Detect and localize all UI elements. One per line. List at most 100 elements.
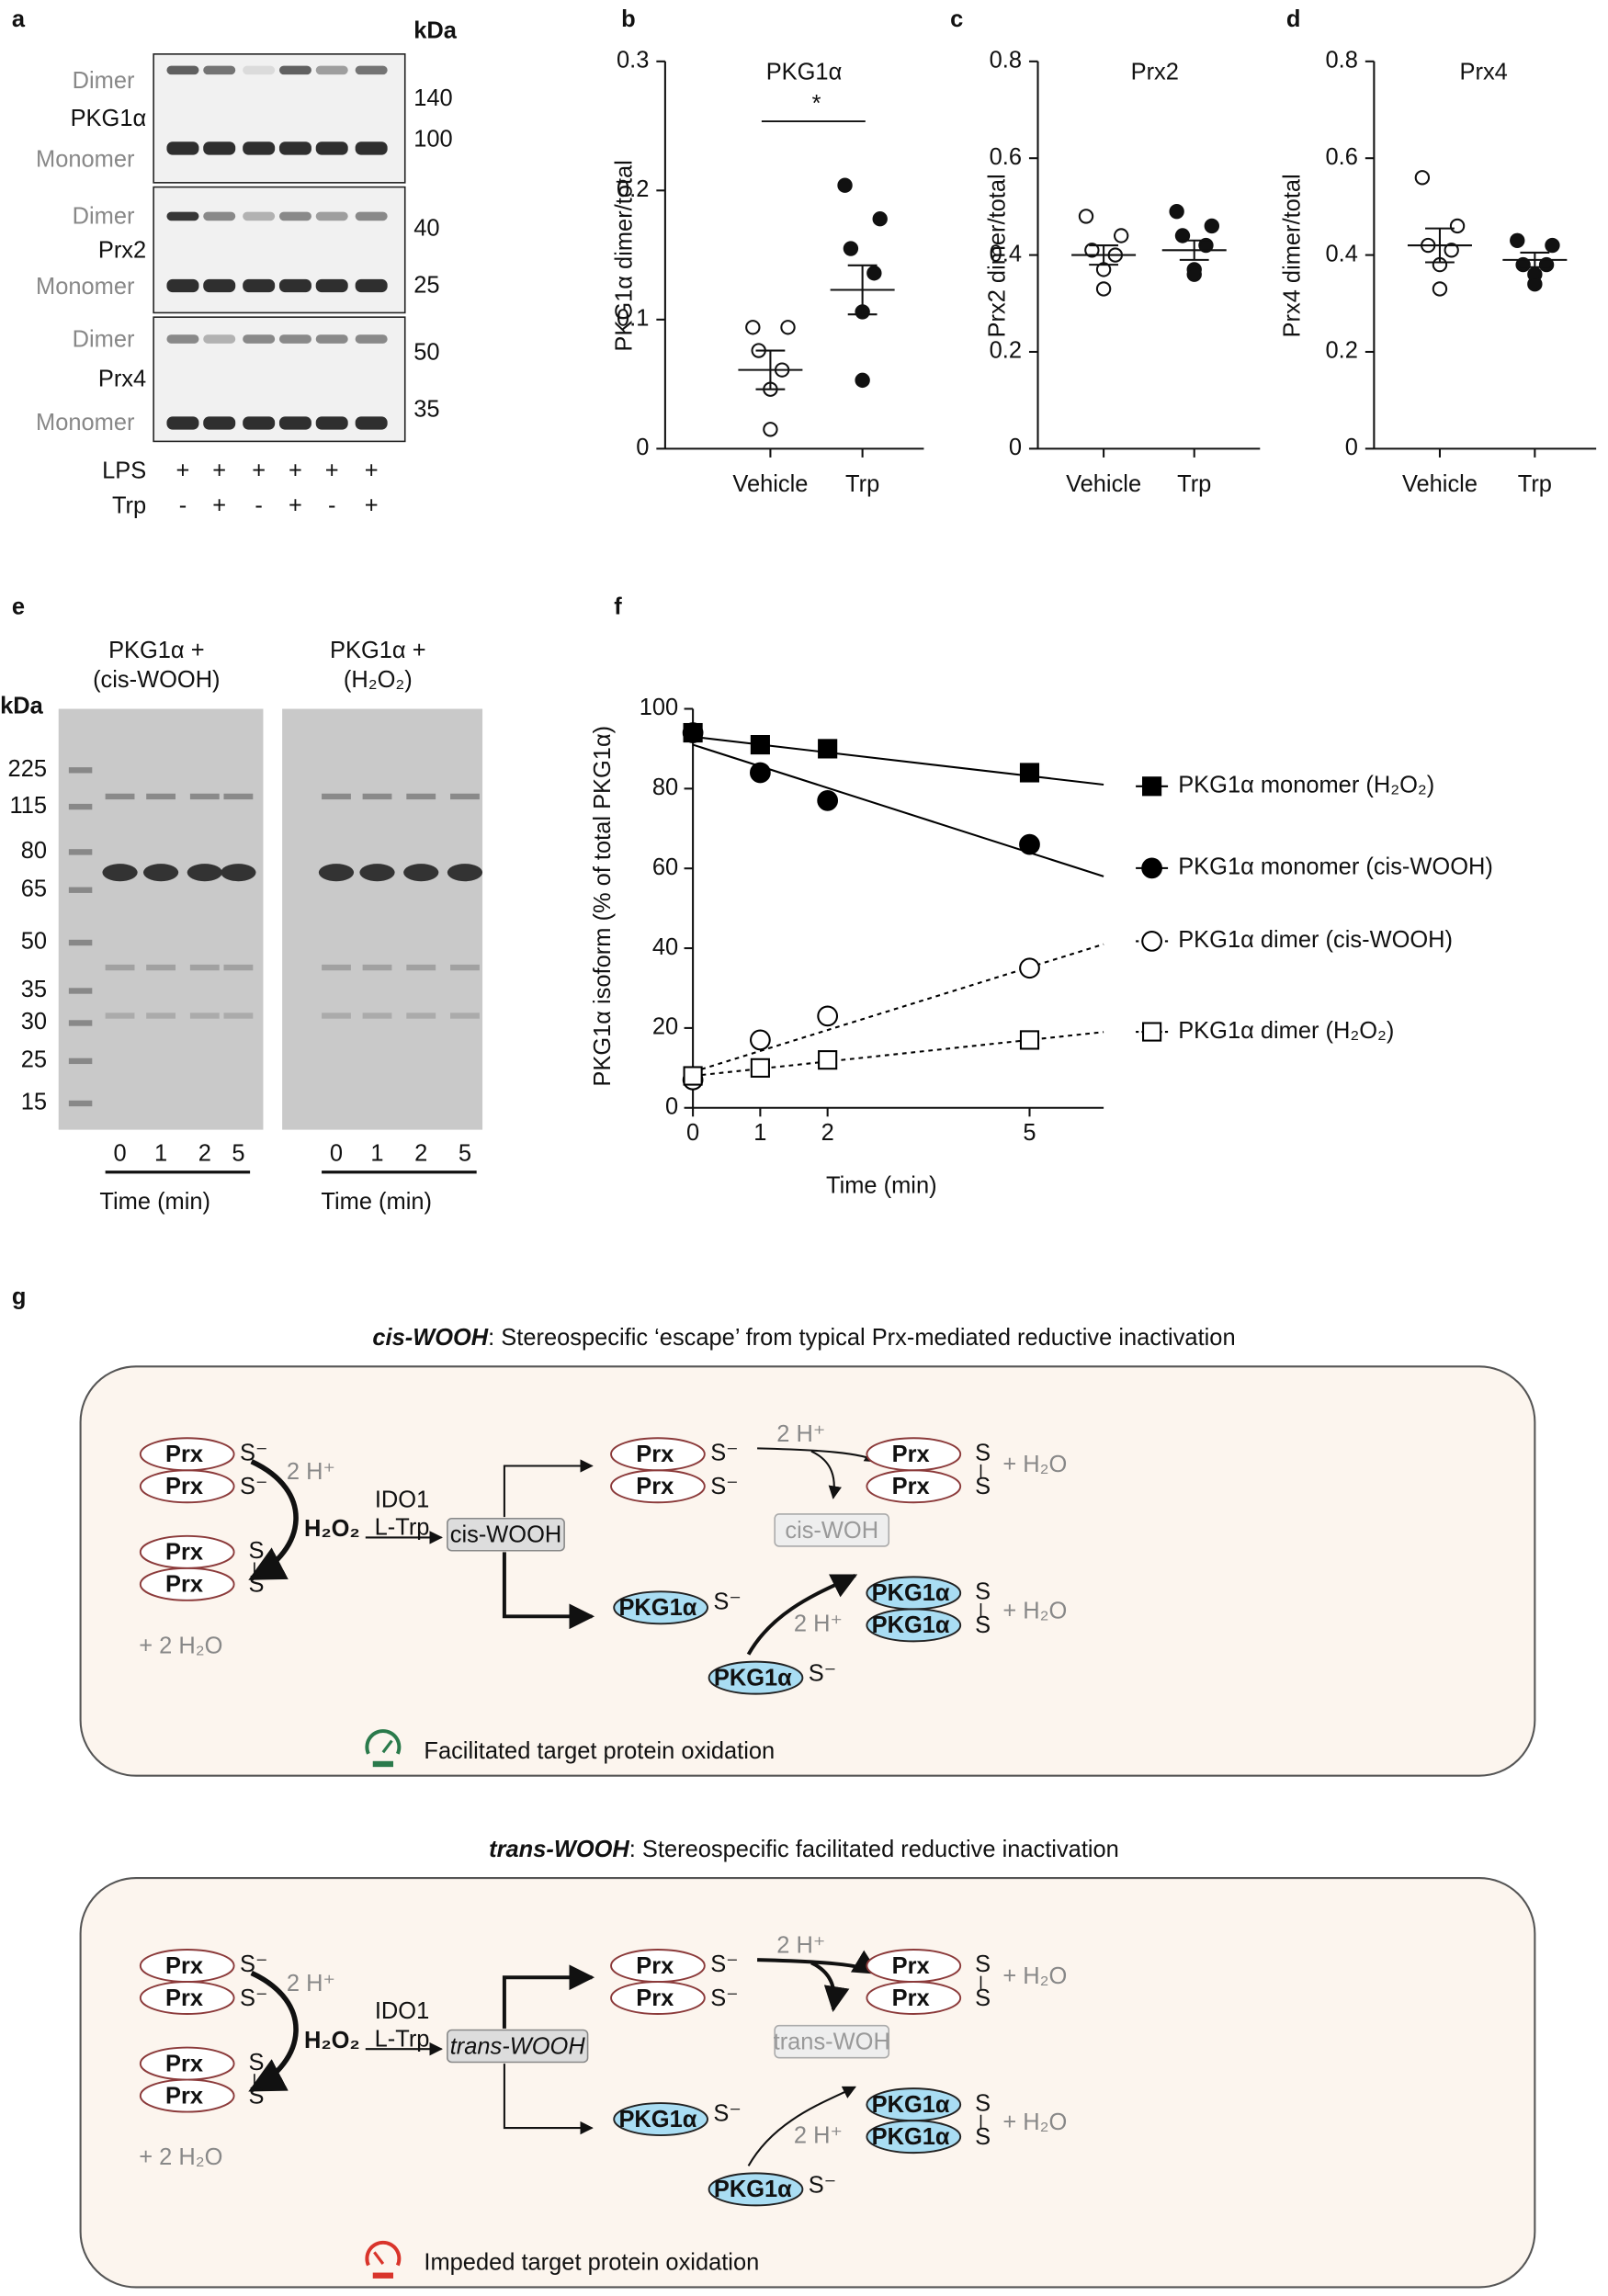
data-point (1432, 281, 1448, 297)
y-tick-label: 0 (665, 1093, 678, 1119)
pkg-label: PKG1α (872, 1612, 950, 1638)
blot-band (166, 211, 199, 221)
ladder-label: 65 (21, 876, 47, 901)
monomer-label: Monomer (36, 274, 135, 300)
lane-sign: + (325, 458, 339, 484)
scheme-box (79, 1365, 1536, 1777)
blot-band (278, 334, 311, 344)
ladder-band (68, 849, 93, 855)
water: + H₂O (1002, 2109, 1067, 2135)
gel (58, 708, 264, 1130)
data-point (750, 734, 770, 755)
legend-label: PKG1α dimer (H₂O₂) (1178, 1018, 1394, 1044)
blot-band (243, 211, 276, 221)
blot-band (203, 211, 236, 221)
x-tick-label: Trp (845, 471, 879, 497)
time-label: 2 (198, 1140, 211, 1166)
prx-label: Prx (165, 1442, 203, 1467)
panel-letter: a (12, 6, 26, 32)
thiolate: S⁻ (713, 2100, 741, 2126)
title-rest: : Stereospecific ‘escape’ from typical P… (488, 1325, 1235, 1351)
ladder-label: 50 (21, 929, 47, 955)
scheme-title: cis-WOOH: Stereospecific ‘escape’ from t… (372, 1325, 1235, 1351)
gauge-base (372, 1760, 394, 1768)
gel-band (450, 793, 480, 800)
y-tick-label: 0.4 (1326, 241, 1358, 266)
blot-band (278, 278, 311, 293)
x-tick-label: Trp (1518, 471, 1552, 497)
y-tick-label: 0 (636, 435, 649, 460)
thiolate: S⁻ (710, 1440, 738, 1465)
kda-label: kDa (0, 694, 44, 719)
thiolate: S⁻ (809, 2172, 836, 2198)
prx-protein (610, 1437, 706, 1472)
marker-label: 25 (413, 272, 439, 298)
title-lead: cis-WOOH (372, 1325, 488, 1351)
pkg-label: PKG1α (872, 1580, 950, 1606)
data-point (1510, 232, 1525, 248)
error-bar (847, 264, 878, 316)
data-point (763, 422, 778, 437)
gel-band (221, 864, 256, 882)
gel (282, 708, 483, 1130)
pkg-protein (708, 2172, 804, 2207)
arrow (810, 1450, 842, 1499)
prx-protein (610, 1949, 706, 1983)
arrow (503, 2064, 594, 2135)
pkg-protein (866, 1576, 962, 1611)
title-lead: trans-WOOH (489, 1837, 629, 1862)
time-axis-label: Time (min) (99, 1189, 210, 1215)
pkg-label: PKG1α (618, 2107, 696, 2132)
time-label: 5 (459, 1140, 471, 1166)
x-tick-label: Vehicle (732, 471, 808, 497)
ladder-label: 225 (8, 756, 47, 782)
error-bar (755, 349, 786, 390)
data-point (750, 1029, 771, 1051)
gel-band (189, 964, 220, 971)
gel-band (223, 964, 254, 971)
sulfur: S (975, 1612, 991, 1638)
data-point (1095, 281, 1112, 297)
lane-sign: + (365, 458, 379, 484)
gel-band (447, 864, 483, 882)
panel-letter: g (12, 1284, 27, 1309)
prx-label: Prx (892, 1985, 930, 2011)
legend-label: PKG1α monomer (cis-WOOH) (1178, 854, 1493, 880)
row-label: LPS (102, 458, 146, 484)
prx-label: Prx (636, 1442, 674, 1467)
lane-sign: + (252, 458, 266, 484)
lane-sign: + (212, 458, 226, 484)
legend-label: PKG1α monomer (H₂O₂) (1178, 773, 1434, 798)
y-tick-label: 0.1 (617, 306, 649, 332)
pkg-label: PKG1α (714, 2177, 792, 2202)
marker-label: 100 (413, 126, 452, 152)
prx-protein (866, 1437, 962, 1472)
data-point (817, 789, 839, 811)
arrow (502, 1552, 595, 1630)
panel-letter: f (614, 594, 622, 619)
data-point (1084, 243, 1100, 258)
blot-band (355, 334, 388, 344)
gauge-needle (381, 1739, 393, 1754)
thiolate: S⁻ (713, 1589, 741, 1615)
y-tick-label: 0.6 (990, 144, 1022, 170)
alcohol: trans-WOH (774, 2030, 890, 2055)
time-label: 5 (232, 1140, 244, 1166)
prx-label: Prx (636, 1985, 674, 2011)
y-tick-label: 0.4 (990, 241, 1022, 266)
y-tick-label: 0 (1009, 435, 1022, 460)
time-label: 1 (370, 1140, 383, 1166)
y-tick-label: 80 (652, 775, 678, 800)
data-point (843, 241, 859, 256)
ladder-band (68, 1100, 93, 1107)
gel-band (105, 793, 135, 800)
ladder-band (68, 988, 93, 994)
sulfur: S (975, 1474, 991, 1499)
water: + H₂O (1002, 1963, 1067, 1989)
data-point (1414, 170, 1431, 186)
fit-line (692, 943, 1104, 1073)
blot-band (278, 211, 311, 221)
alcohol-box (774, 1513, 890, 1547)
lane-sign: + (176, 458, 190, 484)
